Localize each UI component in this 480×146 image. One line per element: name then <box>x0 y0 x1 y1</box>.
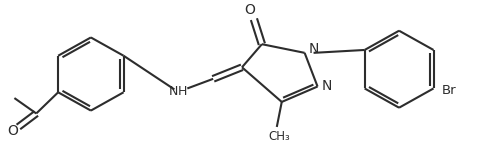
Text: H: H <box>177 85 187 98</box>
Text: O: O <box>7 124 18 138</box>
Text: O: O <box>244 2 255 16</box>
Text: N: N <box>168 85 178 98</box>
Text: CH₃: CH₃ <box>267 130 289 143</box>
Text: N: N <box>308 42 318 56</box>
Text: N: N <box>321 79 331 93</box>
Text: Br: Br <box>441 84 455 97</box>
